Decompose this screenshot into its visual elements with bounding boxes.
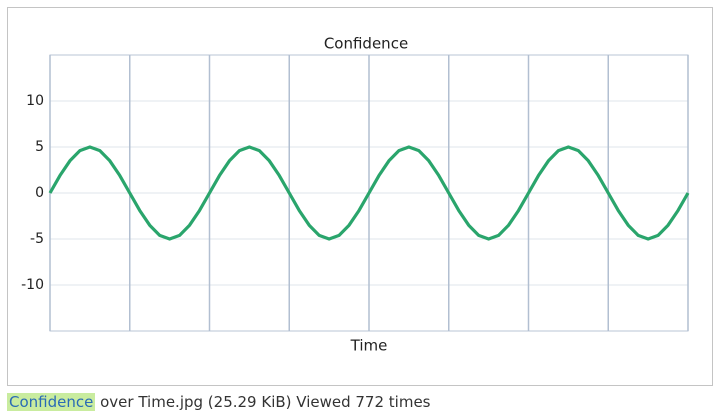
data-line bbox=[48, 145, 690, 241]
y-tick-label: 10 bbox=[26, 93, 44, 109]
chart-title: Confidence bbox=[324, 35, 408, 53]
y-tick-label: 0 bbox=[35, 185, 44, 201]
y-tick-label: 5 bbox=[35, 139, 44, 155]
caption-link[interactable]: Confidence bbox=[7, 393, 96, 411]
y-tick-label: -5 bbox=[30, 231, 44, 247]
chart: Confidence Time -10 -5 0 5 10 bbox=[7, 7, 713, 386]
y-tick-label: -10 bbox=[21, 277, 44, 293]
caption-text: over Time.jpg (25.29 KiB) Viewed 772 tim… bbox=[100, 393, 431, 411]
caption: Confidence over Time.jpg (25.29 KiB) Vie… bbox=[7, 393, 431, 411]
x-axis-label: Time bbox=[350, 337, 388, 355]
